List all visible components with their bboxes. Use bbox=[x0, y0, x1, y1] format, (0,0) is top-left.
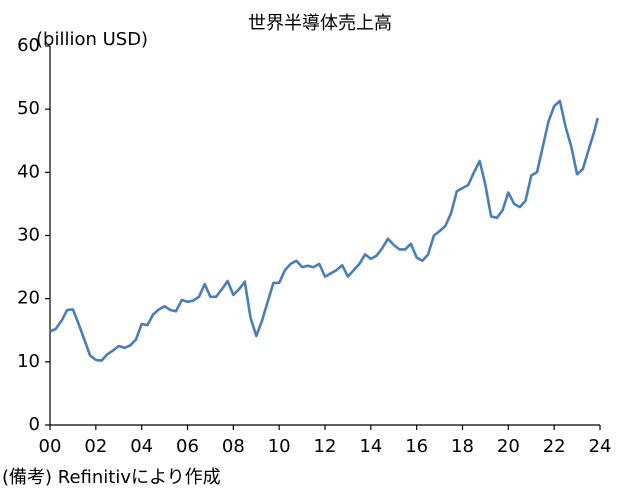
y-tick-label: 0 bbox=[29, 414, 40, 435]
x-tick-label: 08 bbox=[222, 436, 245, 457]
x-tick-label: 00 bbox=[39, 436, 62, 457]
x-tick-label: 12 bbox=[314, 436, 337, 457]
x-tick-label: 18 bbox=[451, 436, 474, 457]
note: (備考) Refinitivにより作成 bbox=[2, 467, 221, 488]
y-tick-label: 20 bbox=[17, 288, 40, 309]
x-tick-label: 20 bbox=[497, 436, 520, 457]
data-line bbox=[49, 99, 599, 362]
y-tick-label: 60 bbox=[17, 35, 40, 56]
x-tick-label: 10 bbox=[268, 436, 291, 457]
x-tick-label: 14 bbox=[359, 436, 382, 457]
y-axis-unit: (billion USD) bbox=[36, 29, 148, 50]
y-tick-label: 30 bbox=[17, 225, 40, 246]
x-tick-label: 22 bbox=[543, 436, 566, 457]
x-tick-label: 02 bbox=[84, 436, 107, 457]
y-tick-label: 40 bbox=[17, 161, 40, 182]
y-tick-label: 50 bbox=[17, 98, 40, 119]
x-tick-label: 16 bbox=[405, 436, 428, 457]
y-tick-label: 10 bbox=[17, 351, 40, 372]
chart-title: 世界半導体売上高 bbox=[248, 13, 392, 34]
x-tick-label: 24 bbox=[589, 436, 612, 457]
x-tick-label: 06 bbox=[176, 436, 199, 457]
x-tick-label: 04 bbox=[130, 436, 153, 457]
